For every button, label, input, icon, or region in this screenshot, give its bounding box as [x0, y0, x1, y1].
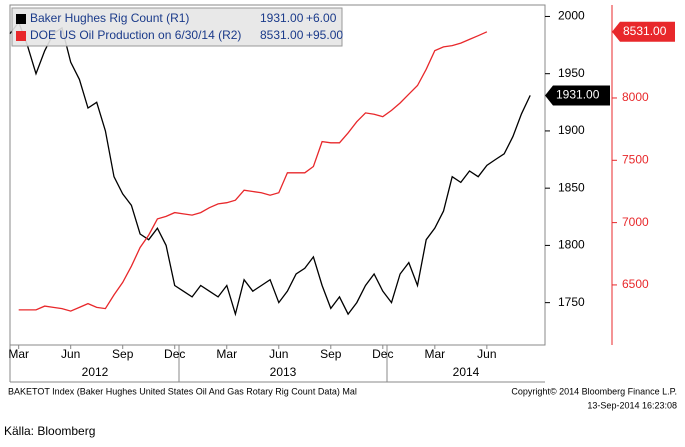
y2-tick-label: 7000 [622, 215, 649, 229]
footer-left: BAKETOT Index (Baker Hughes United State… [8, 386, 357, 396]
legend-change: +6.00 [306, 11, 337, 25]
y2-tick-label: 6500 [622, 277, 649, 291]
last-value-label: 8531.00 [623, 24, 667, 38]
last-value-label: 1931.00 [556, 88, 600, 102]
copyright: Copyright© 2014 Bloomberg Finance L.P. [511, 386, 677, 396]
y-tick-label: 1950 [558, 66, 585, 80]
legend-swatch [16, 14, 26, 24]
x-tick-label: Mar [424, 347, 445, 361]
y-tick-label: 1800 [558, 238, 585, 252]
legend-change: +95.00 [306, 28, 343, 42]
series-line [9, 20, 531, 317]
last-value-box [545, 85, 610, 106]
y-tick-label: 1850 [558, 180, 585, 194]
x-tick-label: Dec [164, 347, 185, 361]
legend-last: 8531.00 [260, 28, 304, 42]
y2-tick-label: 8000 [622, 90, 649, 104]
y-tick-label: 1750 [558, 295, 585, 309]
x-tick-label: Jun [61, 347, 80, 361]
legend-swatch [16, 31, 26, 41]
year-label: 2014 [453, 365, 480, 379]
series-line [18, 31, 488, 312]
x-tick-label: Dec [372, 347, 393, 361]
plot-frame [9, 4, 546, 346]
x-tick-label: Sep [112, 347, 134, 361]
y-tick-label: 1900 [558, 123, 585, 137]
x-tick-label: Sep [320, 347, 342, 361]
x-tick-label: Mar [216, 347, 237, 361]
legend-box [11, 7, 343, 47]
year-label: 2012 [82, 365, 109, 379]
y-tick-label: 2000 [558, 9, 585, 23]
source: Källa: Bloomberg [4, 424, 95, 438]
legend-last: 1931.00 [260, 11, 304, 25]
timestamp: 13-Sep-2014 16:23:08 [587, 400, 677, 410]
legend-label: Baker Hughes Rig Count (R1) [30, 11, 189, 25]
year-label: 2013 [270, 365, 297, 379]
last-value-box [612, 21, 675, 42]
x-tick-label: Mar [8, 347, 29, 361]
x-tick-label: Jun [477, 347, 496, 361]
x-tick-label: Jun [269, 347, 288, 361]
y2-tick-label: 7500 [622, 152, 649, 166]
legend-label: DOE US Oil Production on 6/30/14 (R2) [30, 28, 241, 42]
